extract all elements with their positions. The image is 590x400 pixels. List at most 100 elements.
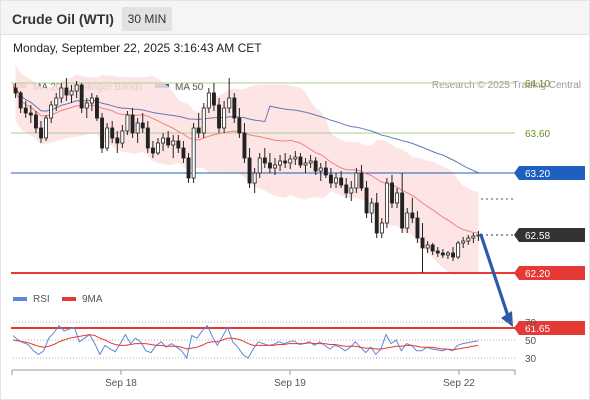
level-badge-62.58 <box>514 228 585 242</box>
candle <box>211 83 216 111</box>
candle <box>379 218 384 238</box>
candle <box>364 181 369 218</box>
candle-body <box>298 156 303 166</box>
candle-body <box>339 177 344 186</box>
candle-body <box>156 142 160 154</box>
candle <box>237 108 242 138</box>
candle <box>49 101 54 123</box>
candle <box>430 243 435 255</box>
candle-body <box>64 87 69 96</box>
candle <box>308 155 313 168</box>
candle <box>125 111 130 135</box>
rsi-tick-70: 70 <box>525 318 537 329</box>
candle <box>23 101 28 118</box>
x-tick-label: Sep 19 <box>274 378 306 389</box>
candle <box>303 158 308 173</box>
candle-body <box>28 112 33 116</box>
candle-body <box>115 137 120 144</box>
candle <box>115 131 120 153</box>
candle-body <box>445 252 450 256</box>
candle-body <box>344 184 349 194</box>
candle <box>105 123 110 151</box>
candle <box>456 241 461 259</box>
candle-body <box>379 222 384 234</box>
candle <box>176 135 181 153</box>
candle-body <box>176 140 181 149</box>
candle-body <box>313 160 318 172</box>
candle <box>201 103 206 138</box>
rsi-ma-line <box>12 334 479 351</box>
level-label-63.20: 63.20 <box>525 169 550 180</box>
candle-body <box>364 187 369 214</box>
candle <box>222 101 227 133</box>
candle-body <box>288 158 293 164</box>
ma20-line <box>15 92 479 234</box>
candle <box>13 83 18 98</box>
candle-body <box>349 187 354 194</box>
candle <box>273 158 277 175</box>
candle <box>334 173 338 188</box>
candle <box>461 237 466 248</box>
level-label-62.20: 62.20 <box>525 269 550 280</box>
candle-body <box>384 182 389 224</box>
candle-body <box>232 97 237 119</box>
candle <box>298 153 303 168</box>
candle <box>217 98 221 133</box>
candle-body <box>191 127 196 179</box>
candle <box>242 123 247 163</box>
candle-body <box>150 147 155 154</box>
candle <box>59 83 64 103</box>
candle-body <box>293 156 298 160</box>
candle <box>318 163 323 181</box>
candle-body <box>308 160 313 164</box>
candle-body <box>267 162 272 169</box>
candle-body <box>466 237 471 242</box>
candle-body <box>451 252 455 258</box>
level-badge-63.20 <box>514 166 585 180</box>
candle <box>283 153 288 168</box>
candle <box>471 233 476 243</box>
candle <box>135 118 140 143</box>
candle-body <box>44 117 48 139</box>
candle <box>74 81 79 98</box>
candle-body <box>354 172 359 189</box>
candle <box>100 113 104 153</box>
candle-body <box>328 174 333 184</box>
candle <box>150 141 155 158</box>
candle <box>313 157 318 175</box>
header-bar: Crude Oil (WTI) 30 MIN <box>1 1 589 35</box>
candle <box>369 198 374 223</box>
rsi-line <box>12 324 479 360</box>
copyright-label: Research © 2025 Trading Central <box>431 80 581 91</box>
candle-body <box>100 117 104 149</box>
candle <box>44 115 48 141</box>
candle-body <box>425 244 430 249</box>
candle-body <box>237 117 242 134</box>
candle <box>384 178 389 228</box>
datetime-label: Monday, September 22, 2025 3:16:43 AM CE… <box>13 41 262 55</box>
candle <box>267 153 272 173</box>
bollinger-band <box>15 65 479 276</box>
timeframe-badge[interactable]: 30 MIN <box>122 7 172 31</box>
candle <box>39 121 43 143</box>
candle <box>415 211 420 243</box>
candle-body <box>410 212 415 219</box>
level-label-64.10: 64.10 <box>525 79 550 90</box>
candle <box>161 133 165 151</box>
candle <box>323 161 328 178</box>
candle <box>84 98 89 118</box>
candle-body <box>283 160 288 164</box>
candle-body <box>171 140 176 146</box>
candle-body <box>252 172 257 184</box>
candle-body <box>334 177 338 184</box>
candle <box>69 85 74 103</box>
candle <box>120 125 125 148</box>
candle <box>171 135 176 158</box>
candle-body <box>390 182 394 204</box>
candle-body <box>395 192 399 204</box>
candle <box>435 247 440 257</box>
projection-arrow-shaft <box>479 233 510 318</box>
rsi-tick-30: 30 <box>525 354 537 365</box>
candle-body <box>471 235 476 239</box>
